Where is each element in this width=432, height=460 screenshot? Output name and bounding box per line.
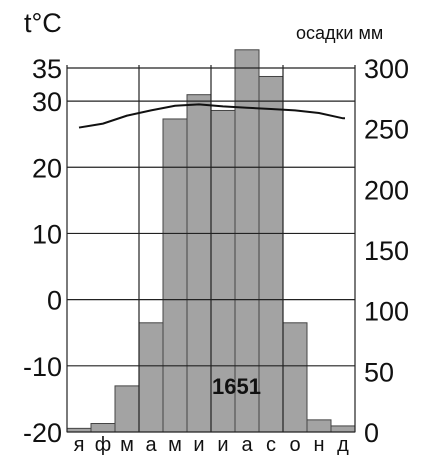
month-label-1: я bbox=[74, 434, 85, 456]
left-tick-label: 30 bbox=[32, 87, 62, 117]
month-label-6: и bbox=[193, 434, 204, 456]
right-tick-label: 200 bbox=[364, 175, 409, 205]
month-label-4: а bbox=[145, 434, 157, 456]
left-tick-label: 35 bbox=[32, 54, 62, 84]
month-label-9: с bbox=[266, 434, 276, 456]
month-label-7: и bbox=[217, 434, 228, 456]
grid-layer bbox=[66, 65, 356, 433]
precipitation-bar-5 bbox=[162, 118, 188, 433]
left-tick-label: 20 bbox=[32, 153, 62, 183]
precipitation-bar-12 bbox=[330, 425, 356, 433]
precipitation-bar-6 bbox=[186, 94, 212, 433]
month-label-8: а bbox=[241, 434, 253, 456]
left-axis-label: t°C bbox=[24, 8, 62, 38]
left-tick-label: -20 bbox=[23, 418, 62, 448]
right-tick-label: 50 bbox=[364, 357, 394, 387]
precipitation-bar-2 bbox=[90, 423, 116, 433]
month-label-10: о bbox=[289, 434, 300, 456]
temperature-line bbox=[78, 103, 345, 129]
precipitation-bar-11 bbox=[306, 419, 332, 433]
right-axis-label: осадки мм bbox=[296, 23, 383, 43]
annual-total-label: 1651 bbox=[212, 374, 261, 399]
precipitation-bar-10 bbox=[282, 322, 308, 433]
right-tick-label: 100 bbox=[364, 297, 409, 327]
month-label-3: м bbox=[120, 434, 134, 456]
precipitation-bar-3 bbox=[114, 385, 140, 433]
left-tick-label: -10 bbox=[23, 352, 62, 382]
month-label-2: ф bbox=[95, 434, 111, 456]
bars-layer bbox=[66, 49, 356, 433]
right-tick-label: 150 bbox=[364, 236, 409, 266]
right-tick-label: 0 bbox=[364, 418, 379, 448]
month-label-12: д bbox=[337, 434, 349, 456]
month-label-11: н bbox=[313, 434, 324, 456]
right-tick-label: 300 bbox=[364, 54, 409, 84]
left-tick-label: 0 bbox=[47, 286, 62, 316]
precipitation-bar-4 bbox=[138, 322, 164, 433]
precipitation-bar-9 bbox=[258, 75, 284, 433]
month-label-5: м bbox=[168, 434, 182, 456]
precipitation-bar-8 bbox=[234, 49, 260, 433]
right-tick-label: 250 bbox=[364, 115, 409, 145]
right-axis-ticks: 300 250 200 150 100 50 0 bbox=[364, 54, 409, 448]
left-tick-label: 10 bbox=[32, 219, 62, 249]
